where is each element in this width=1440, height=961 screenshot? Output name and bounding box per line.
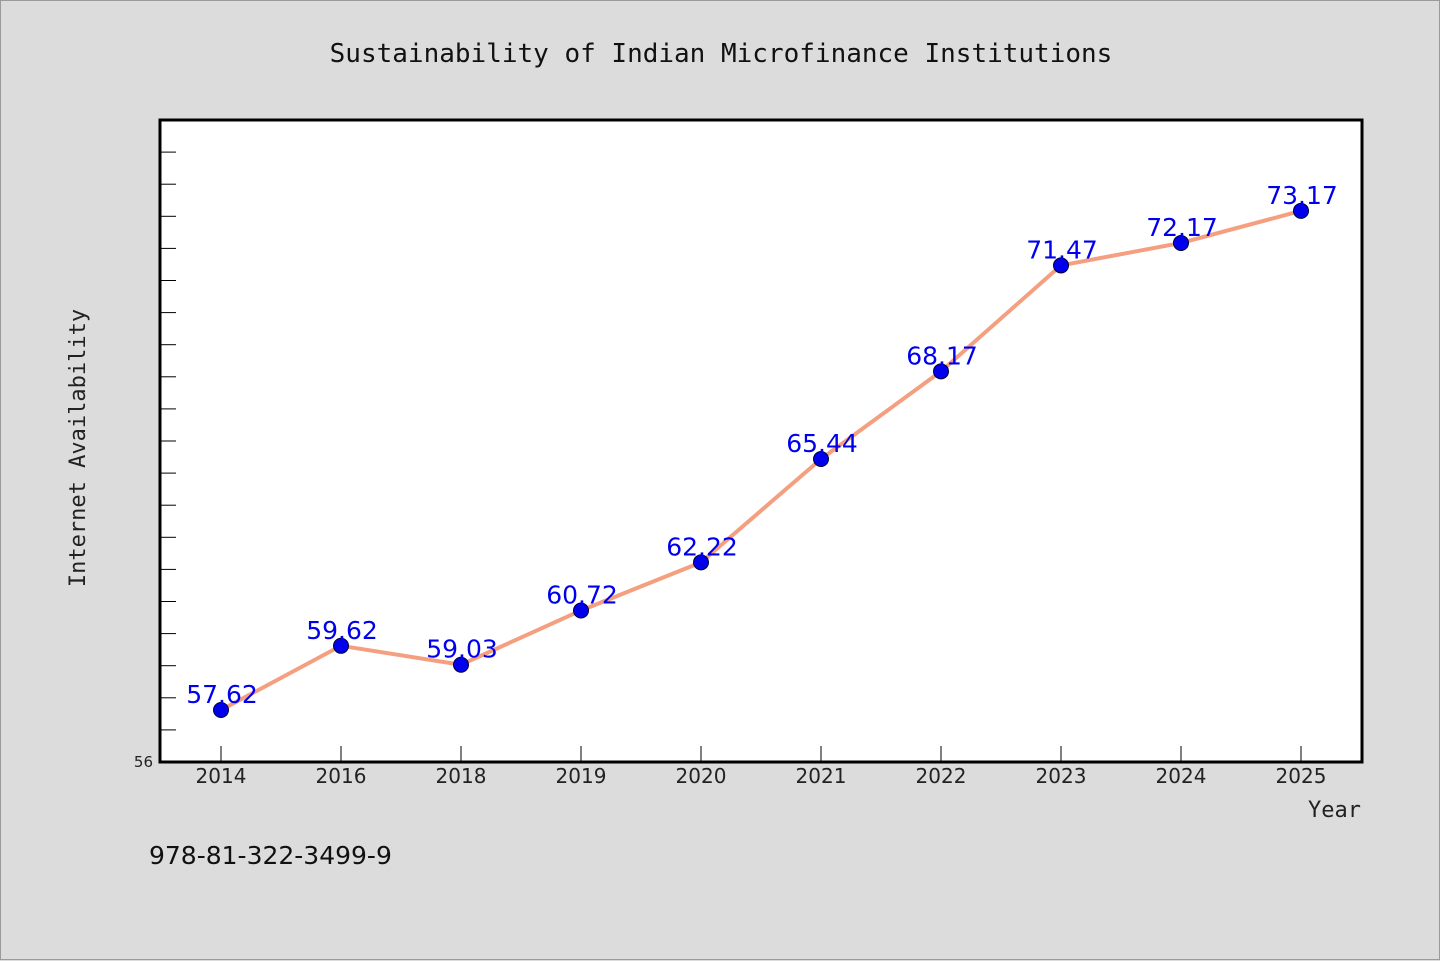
x-tick-labels: 2014 2016 2018 2019 2020 2021 2022 2023 2024 2025 bbox=[196, 764, 1327, 788]
y-tick-label: 56 bbox=[134, 753, 153, 771]
data-label: 59.62 bbox=[306, 616, 378, 645]
data-label: 60.72 bbox=[546, 580, 618, 609]
x-tick-label: 2016 bbox=[316, 764, 367, 788]
data-label: 65.44 bbox=[786, 429, 858, 458]
data-label: 71.47 bbox=[1026, 235, 1098, 264]
plot-area bbox=[158, 118, 1364, 764]
x-tick-label: 2021 bbox=[796, 764, 847, 788]
y-axis-label: Internet Availability bbox=[66, 309, 91, 587]
isbn-text: 978-81-322-3499-9 bbox=[149, 841, 392, 870]
data-point bbox=[813, 450, 829, 467]
series-markers bbox=[213, 202, 1309, 718]
y-axis-ticks bbox=[160, 151, 176, 731]
data-label: 62.22 bbox=[666, 532, 738, 561]
x-tick-label: 2023 bbox=[1036, 764, 1087, 788]
data-label: 73.17 bbox=[1266, 181, 1338, 210]
data-label: 57.62 bbox=[186, 680, 258, 709]
data-point bbox=[1173, 234, 1189, 251]
series-line bbox=[220, 208, 1302, 712]
x-tick-label: 2024 bbox=[1156, 764, 1207, 788]
data-point bbox=[1293, 202, 1309, 219]
x-tick-label: 2025 bbox=[1276, 764, 1327, 788]
x-tick-label: 2018 bbox=[436, 764, 487, 788]
data-point bbox=[453, 656, 469, 673]
chart-title: Sustainability of Indian Microfinance In… bbox=[330, 39, 1113, 69]
data-labels: 57.62 59.62 59.03 60.72 62.22 65.44 68.17 71.47… bbox=[186, 181, 1338, 709]
x-tick-label: 2022 bbox=[916, 764, 967, 788]
x-tick-label: 2019 bbox=[556, 764, 607, 788]
data-point bbox=[933, 363, 949, 380]
x-axis-label: Year bbox=[1308, 798, 1361, 823]
data-label: 59.03 bbox=[426, 635, 498, 664]
data-point bbox=[1053, 257, 1069, 274]
x-tick-label: 2014 bbox=[196, 764, 247, 788]
data-point bbox=[693, 554, 709, 571]
x-axis-ticks bbox=[220, 746, 1302, 762]
x-tick-label: 2020 bbox=[676, 764, 727, 788]
data-point bbox=[573, 602, 589, 619]
data-point bbox=[333, 637, 349, 654]
data-point bbox=[213, 701, 229, 718]
data-label: 72.17 bbox=[1146, 213, 1218, 242]
data-label: 68.17 bbox=[906, 341, 978, 370]
